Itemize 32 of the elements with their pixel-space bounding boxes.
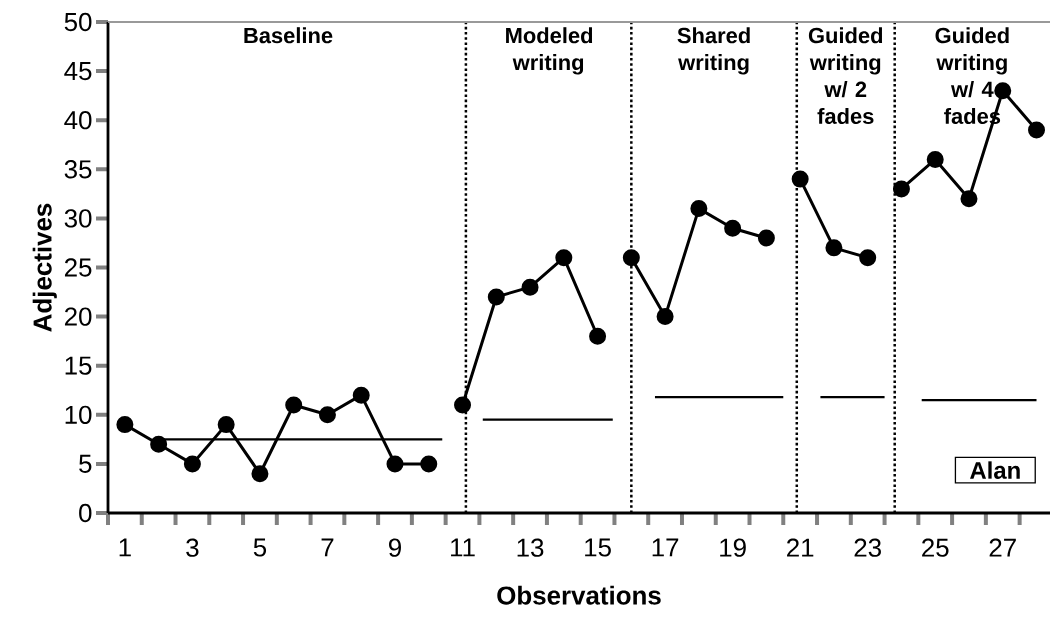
x-tick-label: 21 [787,538,814,557]
annotation: Shared writing [677,27,750,75]
y-tick-label: 20 [64,307,92,326]
y-tick-label: 35 [64,160,92,179]
x-tick-label: 19 [720,538,746,557]
y-tick-label: 5 [79,454,92,473]
y-tick-label: 25 [64,258,92,277]
y-tick-label: 45 [64,62,92,81]
x-tick-label: 5 [253,538,267,557]
x-tick-label: 3 [186,538,199,557]
x-axis-title: Observations [497,585,661,605]
annotation: Guided writing w/ 2 fades [808,27,883,124]
y-tick-label: 50 [64,12,92,32]
x-tick-label: 1 [119,538,131,557]
y-tick-label: 10 [65,405,92,424]
y-tick-label: 0 [79,503,92,523]
x-tick-label: 7 [321,538,334,557]
y-tick-label: 40 [64,111,92,130]
x-tick-label: 25 [922,538,949,557]
annotation: Modeled writing [506,27,593,75]
x-tick-label: 13 [517,538,544,557]
x-tick-label: 15 [585,538,611,557]
x-tick-label: 11 [451,538,475,557]
y-tick-label: 30 [64,209,92,228]
y-axis-title: Adjectives [32,203,57,332]
x-tick-label: 9 [389,538,401,557]
x-tick-label: 17 [652,538,679,557]
annotation: Baseline [244,27,333,44]
annotation: Alan [970,461,1020,479]
y-tick-label: 15 [65,356,92,375]
x-tick-label: 27 [989,538,1016,557]
x-tick-label: 23 [854,538,881,557]
